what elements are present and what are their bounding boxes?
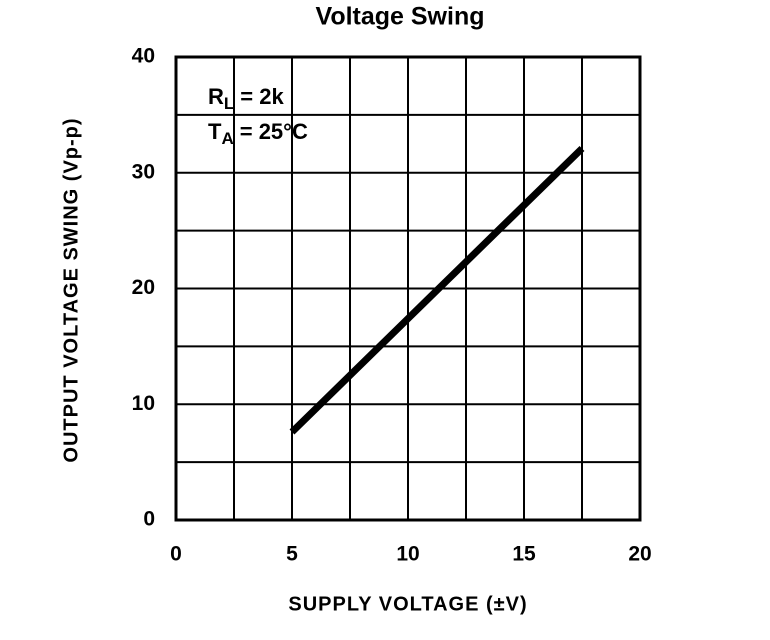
annotation-text: = 2k bbox=[240, 84, 284, 109]
chart-title: Voltage Swing bbox=[316, 3, 485, 31]
annotation-symbol: T bbox=[208, 119, 222, 144]
data-line bbox=[289, 145, 585, 435]
y-tick-label: 10 bbox=[132, 392, 155, 415]
annotation-text: = 25°C bbox=[240, 119, 308, 144]
annotation-subscript: A bbox=[221, 129, 233, 148]
y-tick-label: 0 bbox=[143, 508, 155, 531]
y-tick-label: 40 bbox=[132, 45, 155, 68]
y-tick-label: 30 bbox=[132, 160, 155, 183]
x-tick-label: 20 bbox=[628, 543, 651, 566]
x-tick-label: 0 bbox=[170, 543, 182, 566]
annotation-symbol: R bbox=[208, 84, 224, 109]
x-tick-label: 5 bbox=[286, 543, 298, 566]
annotation: RL = 2k bbox=[208, 84, 284, 114]
y-axis-label: OUTPUT VOLTAGE SWING (Vp-p) bbox=[60, 117, 82, 462]
x-axis-label: SUPPLY VOLTAGE (±V) bbox=[288, 593, 527, 615]
x-tick-label: 10 bbox=[396, 543, 419, 566]
y-tick-label: 20 bbox=[132, 276, 155, 299]
plot-frame bbox=[174, 55, 642, 522]
annotation-subscript: L bbox=[224, 94, 234, 113]
x-tick-label: 15 bbox=[512, 543, 536, 566]
annotation: TA = 25°C bbox=[208, 119, 308, 149]
